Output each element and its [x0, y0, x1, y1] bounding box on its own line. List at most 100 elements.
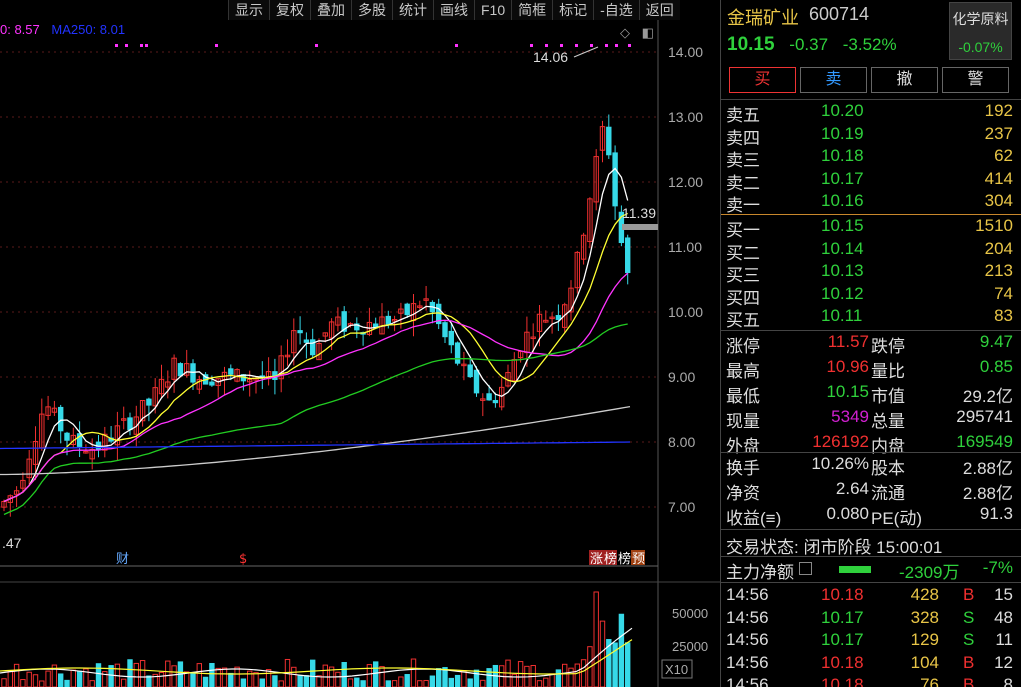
- volume-bar-up: [410, 658, 417, 687]
- high-pointer: [573, 46, 599, 58]
- candle-down: [486, 393, 492, 401]
- candle-up: [322, 332, 329, 337]
- ask-row[interactable]: 卖一 10.16 304: [721, 191, 1021, 215]
- kline-chart[interactable]: 14.00 13.00 12.00 11.00 10.00 9.00 8.00 7.00 14.…: [0, 20, 720, 687]
- tick-side: B: [963, 585, 975, 604]
- event-marker-bang[interactable]: 榜: [618, 551, 631, 567]
- tick-row: 14:56 10.17 328 S 48: [721, 608, 1021, 630]
- volume-bar-up: [549, 673, 555, 687]
- bid-row[interactable]: 买一 10.15 1510: [721, 216, 1021, 240]
- toolbar-button[interactable]: -自选: [593, 0, 639, 20]
- tick-count: 8: [1003, 675, 1013, 687]
- ma250-line: [0, 441, 631, 450]
- sector-box[interactable]: 化学原料 -0.07%: [949, 2, 1012, 60]
- candle-up: [417, 305, 423, 308]
- signal-dot: [315, 44, 318, 47]
- volume-bar-up: [568, 667, 574, 687]
- event-marker-cai[interactable]: 财: [116, 552, 129, 567]
- ask-row[interactable]: 卖五 10.20 192: [721, 101, 1021, 125]
- current-price-bar: [622, 224, 658, 230]
- ask-row[interactable]: 卖二 10.17 414: [721, 169, 1021, 193]
- toolbar-button[interactable]: F10: [474, 0, 512, 20]
- stat-value: 0.85: [979, 357, 1013, 376]
- buy-button[interactable]: 买: [729, 67, 796, 93]
- bid-row[interactable]: 买四 10.12 74: [721, 284, 1021, 308]
- event-marker-zhang[interactable]: 涨: [590, 552, 603, 567]
- tick-volume: 328: [910, 607, 939, 627]
- volume-bar-up: [265, 669, 272, 687]
- toolbar: 显示 复权 叠加 多股 统计 画线 F10 简框 标记 -自选 返回: [228, 0, 680, 20]
- volume-bar-down: [108, 665, 114, 687]
- stat-row: 换手 10.26% 股本 2.88亿: [721, 454, 1021, 478]
- level-volume: 83: [994, 306, 1013, 326]
- toolbar-button[interactable]: 返回: [638, 0, 680, 20]
- volume-bar-down: [202, 676, 209, 687]
- volume-bar-down: [625, 642, 631, 687]
- toolbar-button[interactable]: 叠加: [310, 0, 351, 20]
- tick-row: 14:56 10.18 428 B 15: [721, 585, 1021, 607]
- toolbar-button[interactable]: 标记: [552, 0, 594, 20]
- stat-label: 现量: [726, 412, 760, 431]
- volume-bar-up: [26, 671, 32, 687]
- candle-up: [215, 378, 221, 386]
- netflow-bar: [839, 566, 871, 573]
- volume-bar-up: [562, 663, 568, 687]
- stat-label: 最低: [726, 387, 760, 406]
- volume-tick-label: 50000: [672, 606, 708, 621]
- stat-row: 净资 2.64 流通 2.88亿: [721, 479, 1021, 503]
- volume-bar-up: [580, 659, 587, 687]
- candle-up: [480, 398, 486, 401]
- stat-value: 10.96: [826, 357, 869, 376]
- candle-down: [404, 303, 410, 316]
- bid-row[interactable]: 买三 10.13 213: [721, 261, 1021, 285]
- volume-bar-up: [335, 671, 341, 687]
- bid-row[interactable]: 买二 10.14 204: [721, 239, 1021, 263]
- diamond-icon[interactable]: ◇: [620, 25, 630, 40]
- panel-icons: ◇ ◧: [612, 25, 654, 41]
- stat-label: 净资: [726, 484, 760, 503]
- toolbar-button[interactable]: 显示: [228, 0, 269, 20]
- volume-bar-down: [473, 669, 480, 687]
- volume-bar-down: [612, 642, 618, 687]
- volume-ma-line: [0, 639, 633, 675]
- toolbar-button[interactable]: 复权: [269, 0, 310, 20]
- ask-row[interactable]: 卖四 10.19 237: [721, 124, 1021, 148]
- stat-row: 最低 10.15 市值 29.2亿: [721, 382, 1021, 406]
- candle-up: [51, 407, 58, 413]
- stat-value: 2.88亿: [962, 484, 1013, 503]
- toolbar-button[interactable]: 简框: [511, 0, 553, 20]
- ask-row[interactable]: 卖三 10.18 62: [721, 146, 1021, 170]
- stat-value: 10.15: [826, 382, 869, 401]
- toolbar-button[interactable]: 统计: [392, 0, 433, 20]
- level-volume: 1510: [975, 216, 1013, 235]
- signal-dot: [560, 44, 563, 47]
- tick-price: 10.18: [821, 675, 864, 687]
- stat-label: 流通: [871, 484, 905, 503]
- toolbar-button[interactable]: 多股: [351, 0, 392, 20]
- stock-code: 600714: [809, 4, 870, 24]
- event-marker-bang[interactable]: 榜: [604, 551, 617, 567]
- event-marker-yu[interactable]: 预: [632, 552, 645, 567]
- stat-label: 换手: [726, 459, 760, 478]
- list-icon[interactable]: [799, 562, 812, 575]
- price-row: 10.15 -0.37 -3.52%: [727, 34, 907, 56]
- panel-toggle-icon[interactable]: ◧: [641, 25, 654, 40]
- alert-button[interactable]: 警: [942, 67, 1009, 93]
- cancel-button[interactable]: 撤: [871, 67, 938, 93]
- event-marker-dollar[interactable]: $: [239, 552, 247, 567]
- ma20-line: [3, 272, 629, 503]
- candle-up: [114, 425, 121, 446]
- candle-down: [454, 342, 461, 364]
- tick-count: 48: [994, 607, 1013, 627]
- signal-dot: [575, 44, 578, 47]
- bid-row[interactable]: 买五 10.11 83: [721, 306, 1021, 330]
- volume-bar-up: [517, 661, 524, 687]
- sell-button[interactable]: 卖: [800, 67, 867, 93]
- candle-up: [247, 378, 253, 383]
- toolbar-button[interactable]: 画线: [433, 0, 474, 20]
- signal-dot: [125, 44, 128, 47]
- candle-down: [303, 339, 310, 343]
- volume-bar-up: [215, 667, 221, 687]
- volume-bar-down: [555, 669, 562, 687]
- volume-multiplier[interactable]: X10: [665, 662, 688, 677]
